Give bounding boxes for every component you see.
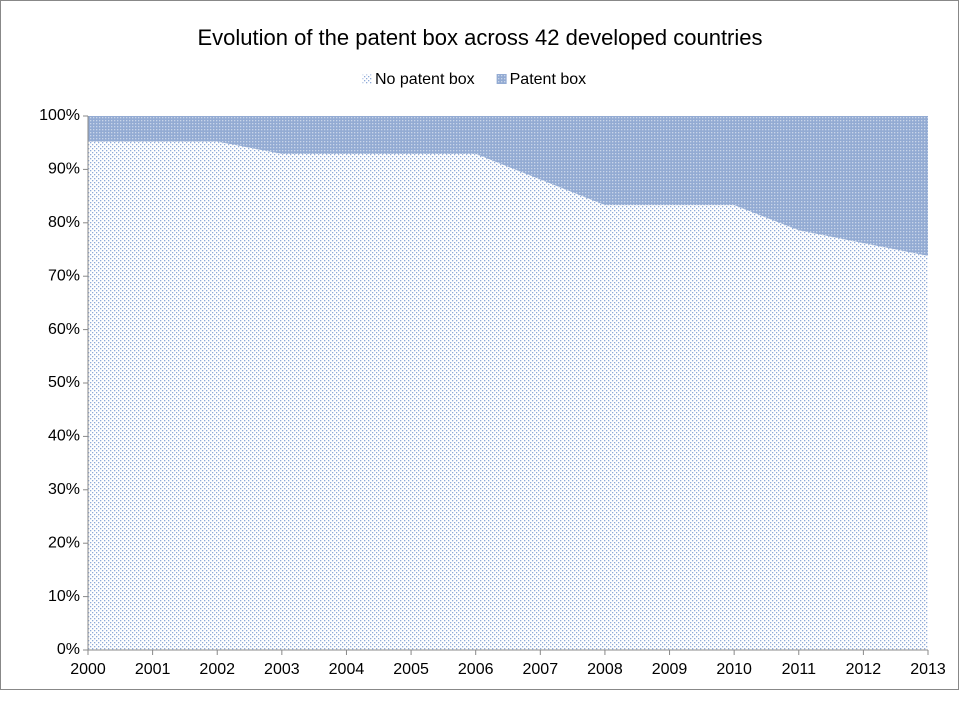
y-tick-label: 90% <box>48 161 80 178</box>
legend-swatch <box>361 73 373 85</box>
y-tick-label: 0% <box>57 641 80 658</box>
y-tick-label: 30% <box>48 481 80 498</box>
chart-title: Evolution of the patent box across 42 de… <box>197 25 762 50</box>
x-tick-label: 2005 <box>393 661 429 678</box>
y-tick-label: 50% <box>48 374 80 391</box>
y-tick-label: 20% <box>48 534 80 551</box>
x-tick-label: 2008 <box>587 661 623 678</box>
x-tick-label: 2006 <box>458 661 494 678</box>
y-tick-label: 40% <box>48 428 80 445</box>
y-tick-label: 70% <box>48 267 80 284</box>
x-tick-label: 2004 <box>329 661 365 678</box>
area <box>88 116 928 256</box>
legend-label: No patent box <box>375 71 475 88</box>
area <box>88 141 928 650</box>
x-tick-label: 2011 <box>782 661 817 678</box>
y-tick-label: 100% <box>39 107 80 124</box>
legend-label: Patent box <box>510 71 587 88</box>
x-tick-label: 2012 <box>846 661 882 678</box>
x-tick-label: 2002 <box>199 661 235 678</box>
legend-swatch <box>496 74 507 84</box>
y-tick-label: 80% <box>48 214 80 231</box>
x-tick-label: 2003 <box>264 661 300 678</box>
y-tick-label: 60% <box>48 321 80 338</box>
x-tick-label: 2000 <box>70 661 106 678</box>
x-tick-label: 2007 <box>523 661 559 678</box>
y-tick-label: 10% <box>48 588 80 605</box>
x-tick-label: 2013 <box>910 661 946 678</box>
x-tick-label: 2001 <box>135 661 171 678</box>
x-tick-label: 2010 <box>716 661 752 678</box>
x-tick-label: 2009 <box>652 661 688 678</box>
